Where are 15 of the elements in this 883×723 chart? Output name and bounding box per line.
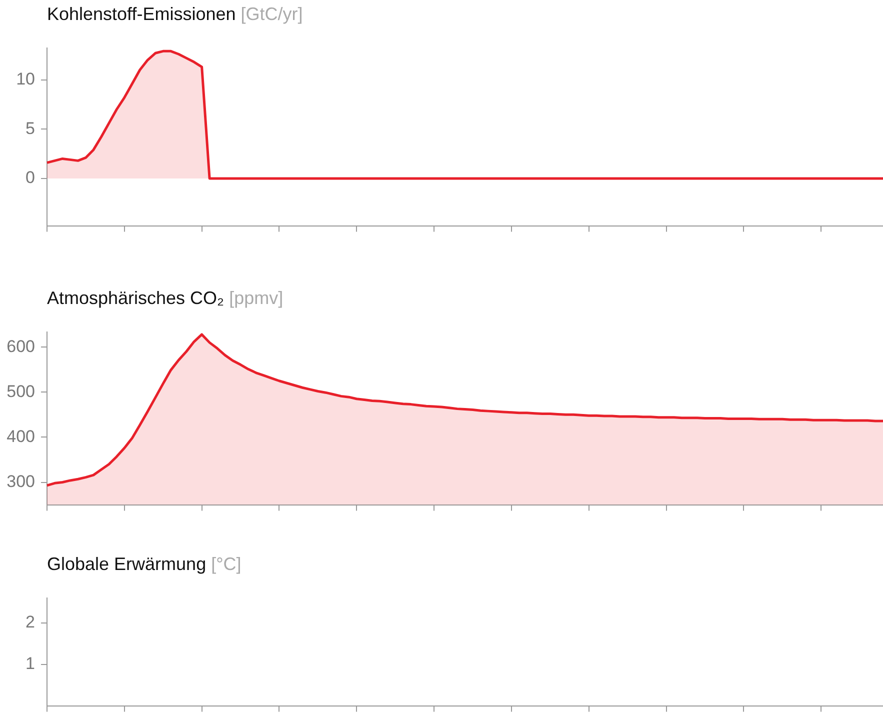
- y-tick-label: 500: [6, 382, 35, 401]
- y-tick-label: 400: [6, 426, 35, 446]
- y-tick-label: 300: [6, 472, 35, 491]
- y-tick-label: 2: [26, 612, 35, 632]
- chart-title: Globale Erwärmung: [47, 554, 206, 574]
- chart-title: Atmosphärisches CO₂: [47, 288, 224, 308]
- y-tick-label: 600: [6, 336, 35, 356]
- chart-subtitle: [ppmv]: [229, 288, 284, 308]
- chart-subtitle: [°C]: [211, 554, 242, 574]
- y-tick-label: 1: [26, 654, 35, 674]
- y-tick-label: 10: [16, 69, 35, 88]
- y-tick-label: 0: [26, 168, 35, 188]
- chart-subtitle: [GtC/yr]: [240, 4, 303, 24]
- chart-title: Kohlenstoff-Emissionen: [47, 4, 236, 24]
- y-tick-label: 5: [26, 118, 35, 138]
